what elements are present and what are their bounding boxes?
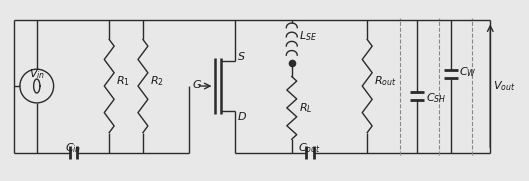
- Text: $R_L$: $R_L$: [299, 101, 312, 115]
- Text: $C_{out}$: $C_{out}$: [298, 141, 321, 155]
- Text: $L_{SE}$: $L_{SE}$: [299, 30, 317, 43]
- Text: $D$: $D$: [237, 110, 247, 122]
- Text: $R_1$: $R_1$: [116, 74, 130, 88]
- Text: $C_{SH}$: $C_{SH}$: [426, 91, 446, 105]
- Text: $V_{in}$: $V_{in}$: [29, 67, 45, 81]
- Text: $S$: $S$: [237, 50, 246, 62]
- Text: $R_{out}$: $R_{out}$: [374, 74, 397, 88]
- Text: $C_{in}$: $C_{in}$: [65, 141, 81, 155]
- Text: $G$: $G$: [191, 78, 202, 90]
- Text: $C_W$: $C_W$: [460, 65, 477, 79]
- Text: $R_2$: $R_2$: [150, 74, 164, 88]
- Text: $V_{out}$: $V_{out}$: [493, 79, 516, 93]
